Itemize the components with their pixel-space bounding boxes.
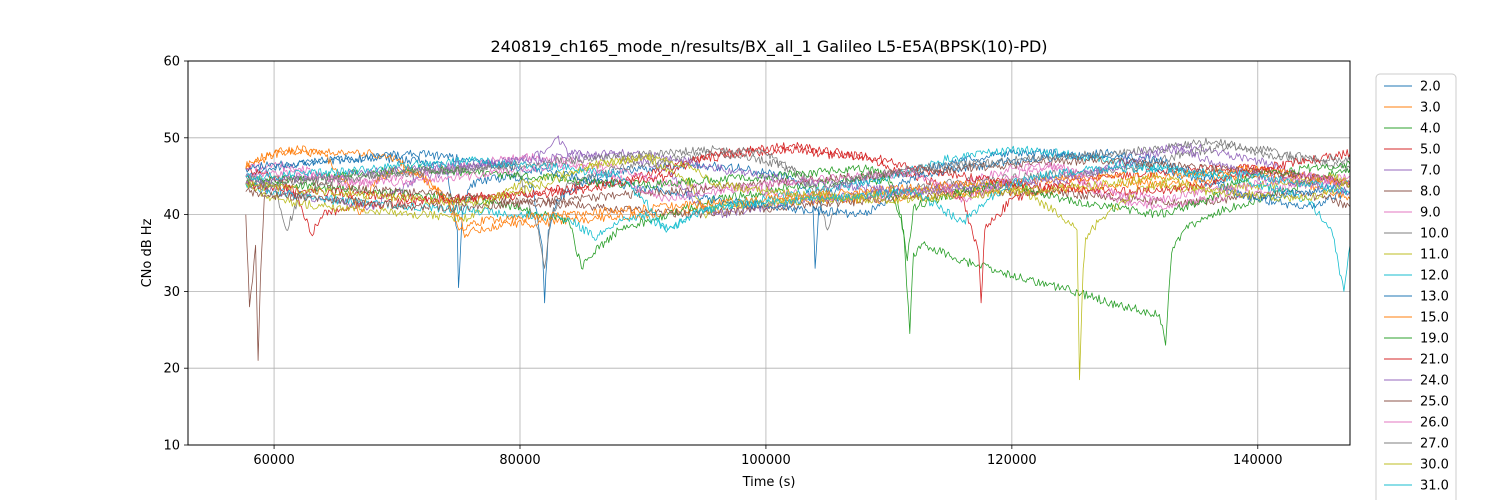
series-line-15.0 [245,145,1350,231]
legend-label-31.0: 31.0 [1420,479,1449,494]
legend-label-3.0: 3.0 [1420,101,1441,116]
plot-frame [187,60,1351,446]
legend-label-11.0: 11.0 [1420,248,1449,263]
series-line-19.0 [245,160,1350,262]
legend-box [1375,73,1457,500]
legend-label-19.0: 19.0 [1420,332,1449,347]
y-tick-label-5: 60 [163,55,180,70]
series-line-27.0 [245,137,1350,195]
y-tick-label-2: 30 [163,285,180,300]
series-layer [245,135,1350,381]
legend-label-4.0: 4.0 [1420,122,1441,137]
y-tick-label-4: 50 [163,131,180,146]
legend-label-2.0: 2.0 [1420,80,1441,95]
x-axis-label: Time (s) [742,475,796,490]
legend-label-26.0: 26.0 [1420,416,1449,431]
legend-label-27.0: 27.0 [1420,437,1449,452]
x-tick-label-2: 100000 [741,453,791,468]
legend-label-15.0: 15.0 [1420,311,1449,326]
legend-label-30.0: 30.0 [1420,458,1449,473]
legend-label-9.0: 9.0 [1420,206,1441,221]
series-line-10.0 [245,143,1350,269]
x-tick-label-4: 140000 [1233,453,1283,468]
y-axis-ticks: 10 20 30 40 50 60 [163,55,188,454]
series-line-9.0 [245,153,1350,210]
legend-label-25.0: 25.0 [1420,395,1449,410]
series-line-13.0 [245,148,1350,218]
y-tick-label-1: 20 [163,362,180,377]
legend-label-12.0: 12.0 [1420,269,1449,284]
legend-label-13.0: 13.0 [1420,290,1449,305]
legend-label-10.0: 10.0 [1420,227,1449,242]
y-axis-label: CNo dB Hz [140,218,155,287]
legend-label-7.0: 7.0 [1420,164,1441,179]
series-line-8.0 [245,175,1350,361]
chart-title: 240819_ch165_mode_n/results/BX_all_1 Gal… [490,37,1047,57]
series-line-12.0 [245,145,1350,292]
y-tick-label-3: 40 [163,208,180,223]
legend-label-21.0: 21.0 [1420,353,1449,368]
series-line-26.0 [245,161,1350,203]
x-tick-label-3: 120000 [987,453,1037,468]
legend-label-5.0: 5.0 [1420,143,1441,158]
series-line-30.0 [245,153,1350,207]
x-tick-label-1: 80000 [499,453,540,468]
x-axis-ticks: 60000 80000 100000 120000 140000 [253,445,1283,468]
y-tick-label-0: 10 [163,439,180,454]
legend: 2.0 3.0 4.0 5.0 7.0 8.0 9.0 10.0 11.0 12.0 13.0 15.… [1375,73,1457,500]
series-line-11.0 [245,154,1350,381]
legend-label-8.0: 8.0 [1420,185,1441,200]
legend-label-24.0: 24.0 [1420,374,1449,389]
series-line-21.0 [245,142,1350,204]
series-line-31.0 [245,156,1350,231]
x-tick-label-0: 60000 [253,453,294,468]
grid-lines [188,60,1350,446]
